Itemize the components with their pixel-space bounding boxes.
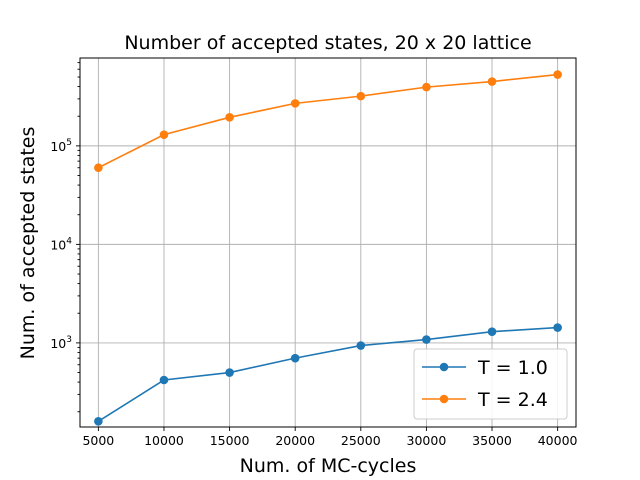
series-line [98, 73, 558, 169]
legend-swatch-marker [439, 394, 449, 404]
x-tick-label: 15000 [210, 433, 250, 448]
axis-ticks: 5000 10000 15000 20000 25000 30000 35000 40000 1… [50, 62, 578, 448]
series-point [422, 82, 431, 92]
series-point [553, 323, 562, 332]
legend-label: T = 2.4 [477, 389, 548, 411]
y-tick-exponent: 4 [66, 236, 72, 246]
series-point [159, 130, 169, 139]
series-point [94, 163, 103, 173]
x-tick-label: 35000 [472, 433, 512, 448]
legend-label: T = 1.0 [477, 357, 548, 379]
series-point [290, 353, 300, 363]
x-tick-label: 10000 [144, 433, 184, 448]
y-tick-base: 10 [50, 139, 66, 154]
y-tick-exponent: 5 [66, 138, 72, 148]
x-tick-label: 30000 [407, 433, 447, 448]
plot-area-frame [79, 57, 577, 428]
y-axis-label: Num. of accepted states [17, 127, 39, 360]
x-tick-label: 40000 [538, 433, 578, 448]
legend-swatch-marker [439, 362, 449, 372]
series-point [356, 341, 366, 350]
series-point [159, 375, 169, 385]
x-tick-label: 5000 [82, 433, 114, 448]
series-line [97, 326, 558, 422]
series-point [487, 77, 497, 86]
y-tick-label: 105 [50, 138, 72, 154]
chart-title: Number of accepted states, 20 x 20 latti… [124, 32, 531, 54]
series-point [356, 91, 366, 101]
series-point [553, 70, 562, 79]
x-tick-label: 25000 [341, 433, 381, 448]
y-tick-label: 103 [50, 335, 72, 351]
x-tick-label: 20000 [275, 433, 315, 448]
series-point [422, 335, 431, 344]
series-point [94, 416, 103, 426]
legend: T = 1.0 T = 2.4 [413, 348, 568, 420]
series-point [225, 368, 234, 377]
series-point [290, 99, 300, 108]
x-axis-label: Num. of MC-cycles [240, 455, 417, 477]
y-tick-base: 10 [50, 336, 66, 351]
series-layer [94, 70, 562, 426]
series-point [225, 113, 234, 122]
y-tick-base: 10 [50, 237, 66, 252]
series-point [487, 327, 497, 336]
y-tick-exponent: 3 [66, 335, 72, 345]
y-tick-label: 104 [50, 236, 72, 252]
